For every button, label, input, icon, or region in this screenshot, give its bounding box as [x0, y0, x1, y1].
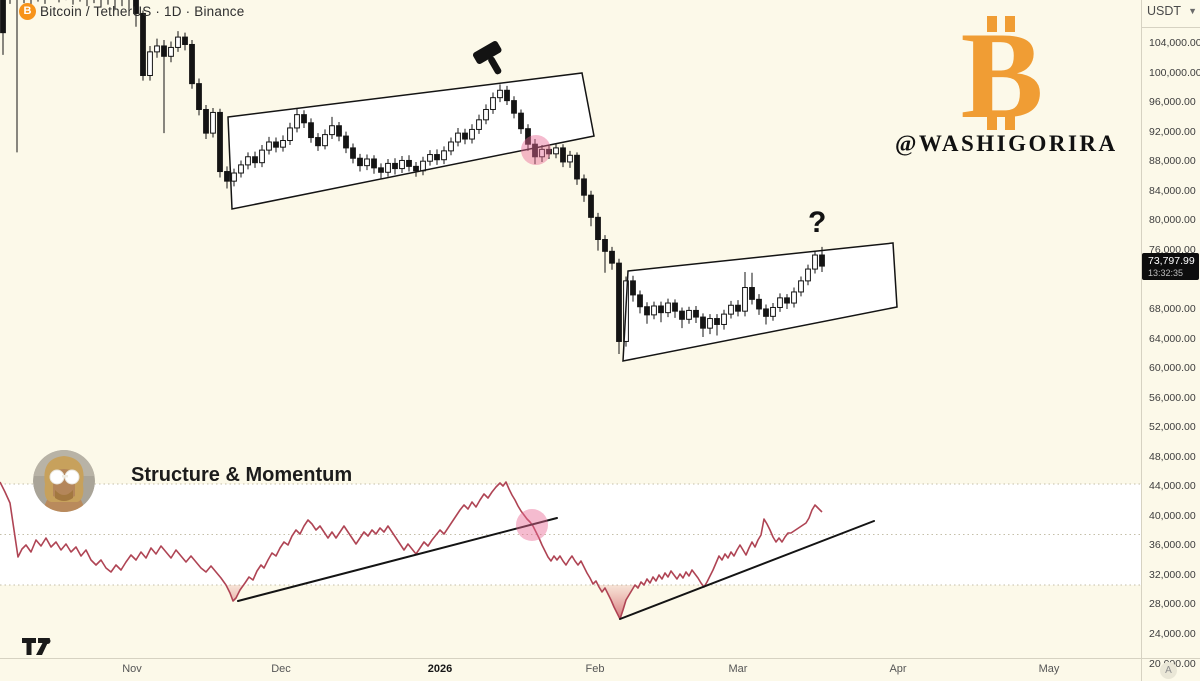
indicator-header: Structure & Momentum — [33, 450, 352, 512]
momentum-band — [0, 483, 1141, 586]
price-axis-label: 48,000.00 — [1149, 450, 1196, 463]
last-price: 73,797.99 — [1148, 255, 1195, 267]
auto-scale-button[interactable]: A — [1160, 662, 1177, 679]
gavel-icon — [472, 40, 502, 75]
price-axis-label: 60,000.00 — [1149, 362, 1196, 375]
price-axis-label: 56,000.00 — [1149, 391, 1196, 404]
price-axis-label: 52,000.00 — [1149, 421, 1196, 434]
price-axis[interactable]: 104,000.00 100,000.00 96,000.00 92,000.00 88… — [1141, 0, 1200, 670]
indicator-title: Structure & Momentum — [131, 463, 353, 486]
question-mark-annotation: ? — [808, 206, 827, 239]
highlight-circles — [516, 135, 551, 541]
time-axis-label: Apr — [889, 663, 907, 675]
symbol-title: Bitcoin / TetherUS · 1D · Binance — [40, 4, 245, 19]
time-axis-label: Nov — [122, 663, 142, 675]
tradingview-logo[interactable] — [21, 637, 57, 657]
price-axis-label: 84,000.00 — [1149, 184, 1196, 197]
price-axis-label: 68,000.00 — [1149, 302, 1196, 315]
watermark-handle: @WASHIGORIRA — [895, 131, 1118, 156]
price-axis-label: 100,000.00 — [1149, 66, 1200, 79]
time-axis-label: Dec — [271, 663, 291, 675]
time-axis-label: May — [1038, 663, 1060, 675]
time-axis-label: Feb — [585, 663, 605, 675]
bitcoin-icon: B — [19, 3, 36, 20]
price-axis-label: 96,000.00 — [1149, 96, 1196, 109]
price-axis-label: 76,000.00 — [1149, 243, 1196, 256]
watermark: B @WASHIGORIRA — [895, 7, 1118, 157]
momentum-trendlines — [237, 517, 875, 620]
momentum-line — [0, 481, 823, 620]
price-axis-label: 104,000.00 — [1149, 37, 1200, 49]
currency-selector[interactable]: USDT ▼ — [1147, 4, 1197, 18]
chevron-down-icon: ▼ — [1188, 6, 1197, 16]
currency-label: USDT — [1147, 4, 1182, 18]
bar-countdown: 13:32:35 — [1148, 268, 1184, 278]
price-axis-label: 28,000.00 — [1149, 598, 1196, 611]
avatar — [33, 450, 95, 512]
price-axis-label: 40,000.00 — [1149, 509, 1196, 522]
price-axis-label: 80,000.00 — [1149, 214, 1196, 227]
price-axis-label: 92,000.00 — [1149, 125, 1196, 138]
price-axis-label: 32,000.00 — [1149, 568, 1196, 581]
price-axis-label: 44,000.00 — [1149, 480, 1196, 493]
time-axis[interactable]: Nov Dec 2026 Feb Mar Apr May — [0, 658, 1141, 681]
candlesticks — [0, 0, 825, 355]
channel-fills — [228, 73, 897, 361]
svg-text:B: B — [961, 14, 1044, 132]
time-axis-label: 2026 — [427, 663, 453, 675]
last-price-badge: 73,797.99 13:32:35 — [1142, 253, 1199, 280]
price-axis-label: 36,000.00 — [1149, 539, 1196, 552]
channel-outlines — [227, 72, 898, 362]
bitcoin-logo: B — [961, 7, 1044, 144]
time-axis-label: Mar — [728, 663, 748, 675]
price-axis-label: 88,000.00 — [1149, 155, 1196, 168]
price-axis-label: 64,000.00 — [1149, 332, 1196, 345]
price-axis-label: 24,000.00 — [1149, 628, 1196, 640]
